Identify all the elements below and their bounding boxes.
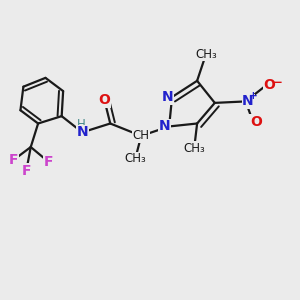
- Text: O: O: [263, 78, 275, 92]
- Text: CH₃: CH₃: [183, 142, 205, 155]
- Text: O: O: [98, 93, 110, 107]
- Text: N: N: [162, 90, 173, 104]
- Text: CH: CH: [133, 129, 150, 142]
- Text: F: F: [22, 164, 31, 178]
- Text: N: N: [242, 94, 254, 108]
- Text: N: N: [159, 119, 170, 134]
- Text: F: F: [8, 153, 18, 167]
- Text: −: −: [273, 76, 282, 89]
- Text: +: +: [249, 91, 257, 100]
- Text: O: O: [250, 115, 262, 129]
- Text: CH₃: CH₃: [195, 48, 217, 61]
- Text: CH₃: CH₃: [124, 152, 146, 165]
- Text: H: H: [77, 118, 85, 130]
- Text: F: F: [44, 155, 53, 169]
- Text: N: N: [76, 125, 88, 139]
